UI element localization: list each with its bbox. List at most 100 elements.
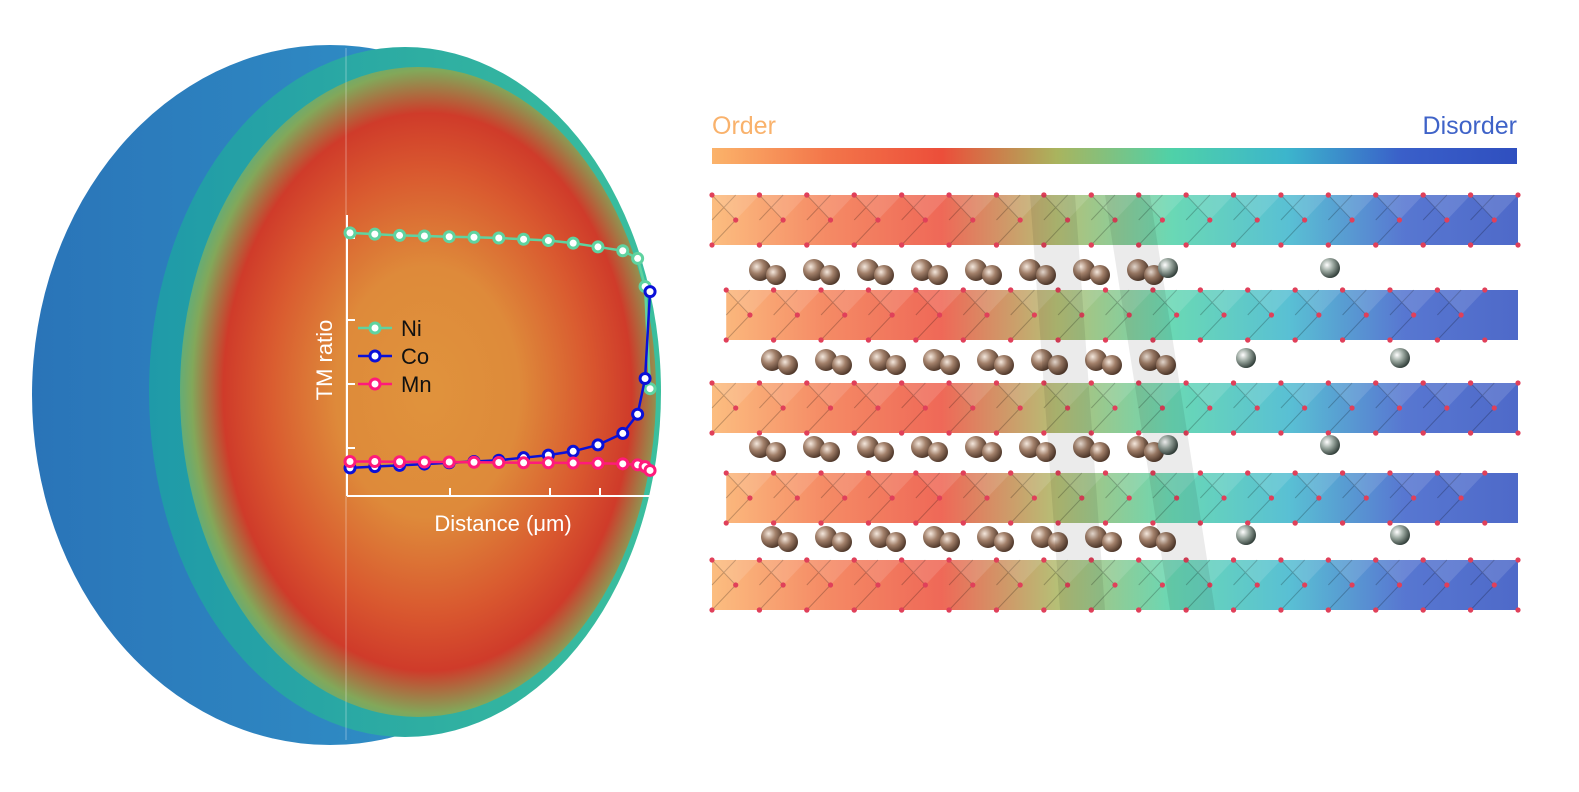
data-point-co (643, 285, 657, 299)
octahedra-layer (723, 287, 1518, 343)
legend-label: Mn (401, 372, 432, 397)
legend-label: Ni (401, 316, 422, 341)
oxygen-atom (993, 242, 1000, 248)
oxygen-atom (771, 520, 777, 526)
octahedron-face (1389, 473, 1438, 498)
oxygen-atom (1136, 430, 1142, 436)
oxygen-atom (1515, 242, 1521, 248)
cation-sphere (1048, 355, 1068, 375)
oxygen-atom (875, 405, 881, 411)
oxygen-atom (1088, 557, 1094, 563)
cation-sphere (982, 442, 1002, 462)
oxygen-atom (1278, 557, 1284, 563)
oxygen-atom (993, 607, 1000, 613)
cation-sphere (1127, 259, 1149, 281)
oxygen-atom (1017, 582, 1023, 588)
octahedron-face (1437, 290, 1485, 315)
oxygen-atom (913, 287, 919, 293)
oxygen-atom (960, 470, 966, 476)
oxygen-atom (747, 495, 753, 501)
oxygen-atom (1159, 405, 1166, 411)
oxygen-atom (960, 520, 966, 526)
octahedron-face (1010, 290, 1059, 315)
oxygen-atom (842, 312, 848, 318)
oxygen-atom (1387, 337, 1393, 343)
oxygen-atom (1197, 470, 1203, 476)
oxygen-atom (1292, 287, 1298, 293)
oxygen-atom (1055, 287, 1061, 293)
oxygen-atom (1373, 192, 1379, 198)
cation-sphere (928, 442, 948, 462)
oxygen-atom (1041, 242, 1047, 248)
oxygen-atom (1349, 582, 1355, 588)
oxygen-atom (1207, 405, 1213, 411)
octahedron-face (915, 473, 964, 498)
cation-sphere (761, 526, 783, 548)
oxygen-atom (1159, 217, 1166, 223)
oxygen-atom (1126, 495, 1132, 501)
oxygen-atom (993, 380, 1000, 386)
oxygen-atom (1482, 337, 1488, 343)
oxygen-atom (1136, 557, 1142, 563)
octahedron-face (712, 195, 760, 220)
legend-item-mn: Mn (358, 372, 432, 397)
oxygen-atom (1434, 470, 1440, 476)
octahedron-face (901, 195, 950, 220)
data-point-ni (393, 228, 407, 242)
octahedron-face (1280, 383, 1329, 408)
x-axis-label: Distance (μm) (434, 511, 571, 536)
oxygen-atom (1420, 192, 1426, 198)
oxygen-atom (1230, 557, 1237, 563)
oxygen-atom (1278, 192, 1284, 198)
oxygen-atom (1515, 607, 1521, 613)
oxygen-atom (1482, 520, 1488, 526)
oxygen-atom (1031, 495, 1037, 501)
oxygen-atom (1467, 557, 1474, 563)
data-point-ni (517, 232, 531, 246)
oxygen-atom (1245, 520, 1251, 526)
oxygen-atom (1467, 192, 1474, 198)
octahedron-face (726, 473, 774, 498)
oxygen-atom (1325, 557, 1331, 563)
octahedra-layer (723, 470, 1518, 526)
migrated-cation-sphere (1320, 435, 1340, 455)
oxygen-atom (723, 470, 729, 476)
oxygen-atom (960, 337, 966, 343)
oxygen-atom (1444, 582, 1450, 588)
oxygen-atom (804, 557, 810, 563)
cation-sphere (766, 442, 786, 462)
oxygen-atom (827, 217, 834, 223)
oxygen-atom (1136, 242, 1142, 248)
order-label: Order (712, 112, 776, 140)
data-point-co (631, 407, 645, 421)
oxygen-atom (780, 217, 786, 223)
octahedron-face (868, 290, 916, 315)
oxygen-atom (780, 582, 786, 588)
oxygen-atom (1420, 242, 1426, 248)
oxygen-atom (1482, 470, 1488, 476)
cation-sphere (1090, 442, 1110, 462)
oxygen-atom (818, 337, 824, 343)
oxygen-atom (1268, 312, 1275, 318)
oxygen-atom (993, 430, 1000, 436)
oxygen-atom (1302, 405, 1308, 411)
octahedron-face (1295, 473, 1343, 498)
octahedra-layer (709, 380, 1521, 436)
oxygen-atom (1387, 287, 1393, 293)
oxygen-atom (851, 242, 857, 248)
migrated-cation-sphere (1390, 348, 1410, 368)
oxygen-atom (827, 582, 834, 588)
cation-sphere (911, 436, 933, 458)
cation-sphere (1139, 349, 1161, 371)
oxygen-atom (1482, 287, 1488, 293)
cation-sphere (1073, 436, 1095, 458)
oxygen-atom (1411, 495, 1417, 501)
octahedron-face (915, 290, 964, 315)
oxygen-atom (1112, 405, 1118, 411)
oxygen-atom (1207, 582, 1213, 588)
oxygen-atom (936, 495, 943, 501)
octahedra-layer (709, 557, 1521, 613)
oxygen-atom (946, 557, 952, 563)
oxygen-atom (970, 582, 976, 588)
oxygen-atom (733, 582, 739, 588)
